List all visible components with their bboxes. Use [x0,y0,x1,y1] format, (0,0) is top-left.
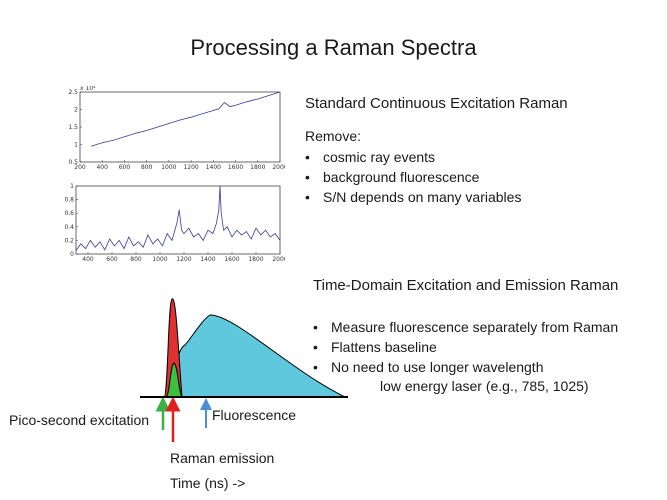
y-tick-label: 0 [70,251,74,258]
remove-label: Remove: [305,128,362,144]
list-item: S/N depends on many variables [303,187,521,207]
fluorescence-label: Fluorescence [212,407,297,423]
time-domain-list: Measure fluorescence separately from Ram… [311,317,618,377]
y-tick-label: 1 [74,142,78,149]
excitation-label: Pico-second excitation [9,412,150,428]
x-tick-label: 200 [74,164,86,171]
remove-list: cosmic ray events background fluorescenc… [303,147,521,207]
y-exponent-label: x 10⁴ [80,86,96,92]
x-tick-label: 400 [82,256,94,263]
x-tick-label: 400 [96,164,108,171]
x-tick-label: 1400 [200,256,215,263]
x-tick-label: 1200 [183,164,198,171]
list-item: background fluorescence [303,167,521,187]
bullet-continuation: low energy laser (e.g., 785, 1025) [380,378,589,394]
x-tick-label: 1000 [152,256,167,263]
x-tick-label: 1000 [161,164,176,171]
y-tick-label: 0.5 [68,159,78,166]
spectrum-line [75,185,281,251]
plot-frame [75,185,281,255]
y-tick-label: 1.5 [68,124,78,131]
pulse-diagram [140,298,348,398]
continuous-raman-heading: Standard Continuous Excitation Raman [305,95,568,112]
y-tick-label: 0.4 [64,224,74,231]
x-tick-label: 1400 [206,164,221,171]
fluorescence-decay-area [167,314,346,398]
list-item: Flattens baseline [311,337,618,357]
y-tick-label: 0.6 [64,210,74,217]
list-item: Measure fluorescence separately from Ram… [311,317,618,337]
y-tick-label: 2.5 [68,89,78,96]
x-tick-label: 600 [119,164,131,171]
y-tick-label: 2 [74,107,78,114]
excitation-pulse-area [165,362,184,398]
x-tick-label: 1600 [224,256,239,263]
x-tick-label: 800 [141,164,153,171]
pulse-arrows [155,398,212,442]
y-tick-label: 1 [70,183,74,190]
x-tick-label: 1800 [248,256,263,263]
x-tick-label: 600 [106,256,118,263]
plot-frame [79,91,281,163]
y-tick-label: 0.8 [64,197,74,204]
x-tick-label: 800 [130,256,142,263]
spectrum-line [90,91,281,147]
list-item: No need to use longer wavelength [311,357,618,377]
time-axis-label: Time (ns) -> [170,475,246,491]
slide-title: Processing a Raman Spectra [190,35,477,60]
x-tick-label: 1800 [250,164,265,171]
raman-emission-label: Raman emission [170,450,275,466]
x-tick-label: 1200 [176,256,191,263]
x-tick-label: 1600 [228,164,243,171]
y-tick-label: 0.2 [64,237,74,244]
list-item: cosmic ray events [303,147,521,167]
time-domain-heading: Time-Domain Excitation and Emission Rama… [313,277,619,294]
